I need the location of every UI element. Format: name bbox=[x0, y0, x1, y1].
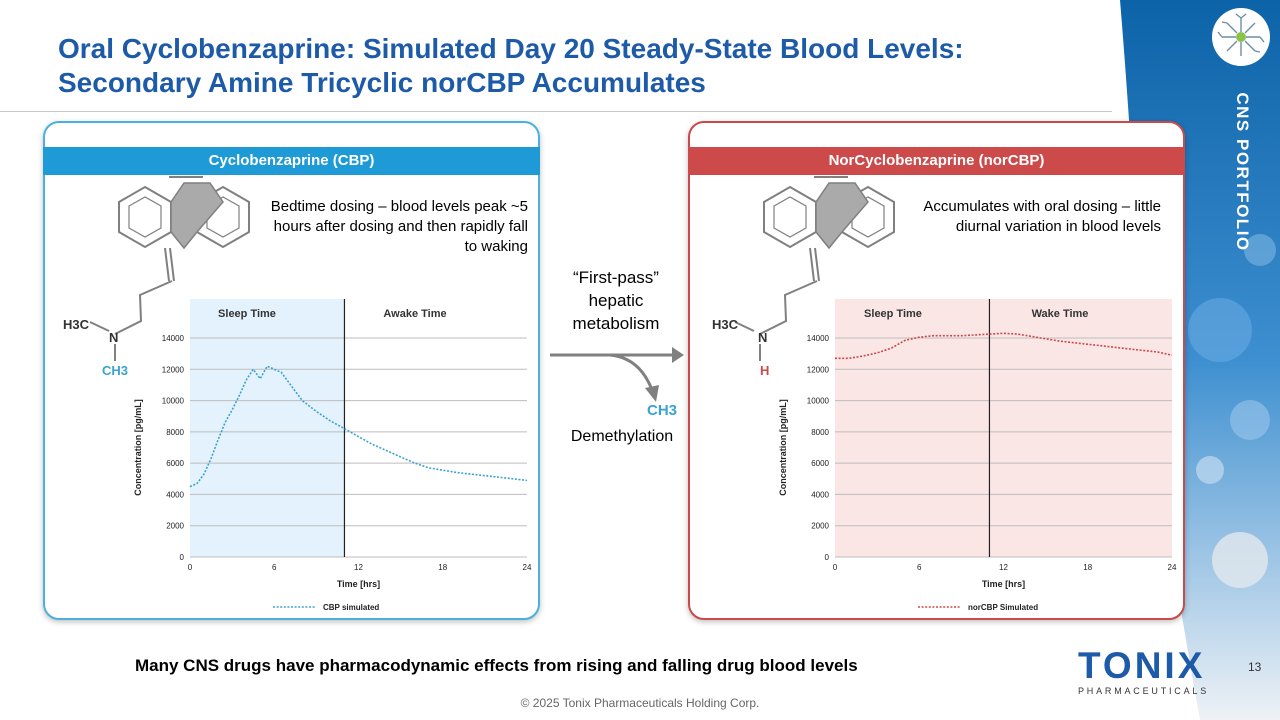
sleep-region bbox=[190, 299, 345, 557]
cbp-panel-header: Cyclobenzaprine (CBP) bbox=[43, 147, 540, 175]
hydrogen-label: H bbox=[760, 363, 769, 378]
arrow-head-down bbox=[645, 385, 659, 402]
norcbp-figure: H3C N H 0 2000 4000 6000 8000 10000 12000 14000… bbox=[712, 176, 1177, 612]
x-tick-label: 18 bbox=[1083, 563, 1092, 572]
norcbp-molecule: H3C N H bbox=[712, 176, 895, 378]
x-tick-label: 6 bbox=[917, 563, 922, 572]
series-line bbox=[835, 332, 1173, 360]
y-tick-label: 6000 bbox=[811, 459, 829, 468]
demethylation-arrow bbox=[609, 353, 654, 391]
x-axis-label: Time [hrs] bbox=[982, 579, 1025, 589]
cns-portfolio-label: CNS PORTFOLIO bbox=[1231, 84, 1253, 259]
y-tick-label: 6000 bbox=[166, 459, 184, 468]
y-tick-label: 12000 bbox=[807, 365, 830, 374]
page-number: 13 bbox=[1248, 660, 1262, 674]
nitrogen-label: N bbox=[758, 330, 767, 345]
series-line bbox=[189, 365, 528, 488]
cns-portfolio-text: CNS PORTFOLIO bbox=[1233, 91, 1252, 252]
exocyclic-bond-2 bbox=[814, 247, 820, 282]
ch3-label: CH3 bbox=[102, 363, 128, 378]
benzene-ring-left bbox=[118, 185, 172, 249]
x-tick-label: 0 bbox=[833, 563, 838, 572]
y-tick-label: 2000 bbox=[166, 522, 184, 531]
sleep-region bbox=[835, 299, 1172, 557]
norcbp-panel: NorCyclobenzaprine (norCBP) Accumulates … bbox=[688, 121, 1185, 620]
y-tick-label: 14000 bbox=[162, 334, 185, 343]
y-tick-label: 14000 bbox=[807, 334, 830, 343]
bottom-message: Many CNS drugs have pharmacodynamic effe… bbox=[135, 656, 858, 675]
x-tick-label: 24 bbox=[523, 563, 532, 572]
tonix-wordmark: TONIX bbox=[1078, 645, 1206, 686]
x-tick-label: 18 bbox=[438, 563, 447, 572]
metabolism-label: “First-pass” hepatic metabolism bbox=[572, 268, 660, 333]
norcbp-chart: 0 2000 4000 6000 8000 10000 12000 14000 0 6 12 18 24… bbox=[778, 299, 1177, 612]
exocyclic-bond-1 bbox=[809, 247, 815, 282]
central-ring bbox=[815, 182, 869, 250]
copyright-notice: © 2025 Tonix Pharmaceuticals Holding Cor… bbox=[520, 696, 760, 710]
nitrogen-label: N bbox=[109, 330, 118, 345]
neuron-icon bbox=[1217, 13, 1265, 56]
benzene-ring-left-inner bbox=[128, 196, 162, 238]
h3c-label: H3C bbox=[63, 317, 90, 332]
cbp-figure: H3C N CH3 0 2000 4000 6000 8000 10000 12000 140… bbox=[63, 176, 532, 612]
x-tick-label: 6 bbox=[272, 563, 277, 572]
y-tick-label: 12000 bbox=[162, 365, 185, 374]
awake-time-label: Awake Time bbox=[383, 308, 446, 320]
y-tick-label: 0 bbox=[825, 553, 830, 562]
y-tick-label: 0 bbox=[180, 553, 185, 562]
tonix-subtitle: PHARMACEUTICALS bbox=[1078, 686, 1210, 696]
cbp-note: Bedtime dosing – blood levels peak ~5 ho… bbox=[270, 198, 528, 255]
cbp-panel: Cyclobenzaprine (CBP) Bedtime dosing – b… bbox=[43, 121, 540, 620]
title-divider bbox=[0, 111, 1112, 112]
x-axis-label: Time [hrs] bbox=[337, 579, 380, 589]
benzene-ring-left bbox=[763, 185, 817, 249]
benzene-ring-right-inner bbox=[851, 196, 885, 238]
y-axis-label: Concentration [pg/mL] bbox=[133, 399, 143, 496]
central-ring bbox=[170, 182, 224, 250]
h3c-label: H3C bbox=[712, 317, 739, 332]
cbp-chart: 0 2000 4000 6000 8000 10000 12000 14000 0 6 12 18 24… bbox=[133, 299, 532, 612]
sleep-time-label: Sleep Time bbox=[864, 308, 922, 320]
y-axis-label: Concentration [pg/mL] bbox=[778, 399, 788, 496]
x-tick-label: 12 bbox=[999, 563, 1008, 572]
cbp-molecule: H3C N CH3 bbox=[63, 176, 250, 378]
exocyclic-bond-2 bbox=[169, 247, 175, 282]
y-tick-label: 4000 bbox=[166, 490, 184, 499]
ch3-leaving-label: CH3 bbox=[647, 402, 677, 419]
x-tick-label: 24 bbox=[1168, 563, 1177, 572]
legend-label: norCBP Simulated bbox=[968, 603, 1038, 612]
methyl-bond-1 bbox=[734, 321, 755, 332]
benzene-ring-right-inner bbox=[206, 196, 240, 238]
page-title: Oral Cyclobenzaprine: Simulated Day 20 S… bbox=[58, 33, 964, 98]
exocyclic-bond-1 bbox=[164, 247, 170, 282]
arrow-head-right bbox=[672, 347, 684, 363]
side-chain bbox=[114, 280, 173, 335]
y-tick-label: 4000 bbox=[811, 490, 829, 499]
brain-network-logo bbox=[1212, 8, 1270, 66]
x-tick-label: 0 bbox=[188, 563, 193, 572]
y-tick-label: 8000 bbox=[166, 428, 184, 437]
x-tick-label: 12 bbox=[354, 563, 363, 572]
y-tick-label: 8000 bbox=[811, 428, 829, 437]
benzene-ring-left-inner bbox=[773, 196, 807, 238]
tonix-logo: TONIX PHARMACEUTICALS bbox=[1078, 645, 1210, 697]
norcbp-panel-header: NorCyclobenzaprine (norCBP) bbox=[688, 147, 1185, 175]
y-tick-label: 10000 bbox=[162, 397, 185, 406]
legend-label: CBP simulated bbox=[323, 603, 379, 612]
demethylation-label: Demethylation bbox=[570, 428, 674, 445]
awake-time-label: Wake Time bbox=[1032, 308, 1089, 320]
side-chain bbox=[759, 280, 818, 335]
y-tick-label: 10000 bbox=[807, 397, 830, 406]
sleep-time-label: Sleep Time bbox=[218, 308, 276, 320]
methyl-bond-1 bbox=[89, 321, 110, 332]
metabolism-arrows: CH3 bbox=[550, 347, 684, 419]
y-tick-label: 2000 bbox=[811, 522, 829, 531]
norcbp-note: Accumulates with oral dosing – little di… bbox=[923, 198, 1161, 235]
